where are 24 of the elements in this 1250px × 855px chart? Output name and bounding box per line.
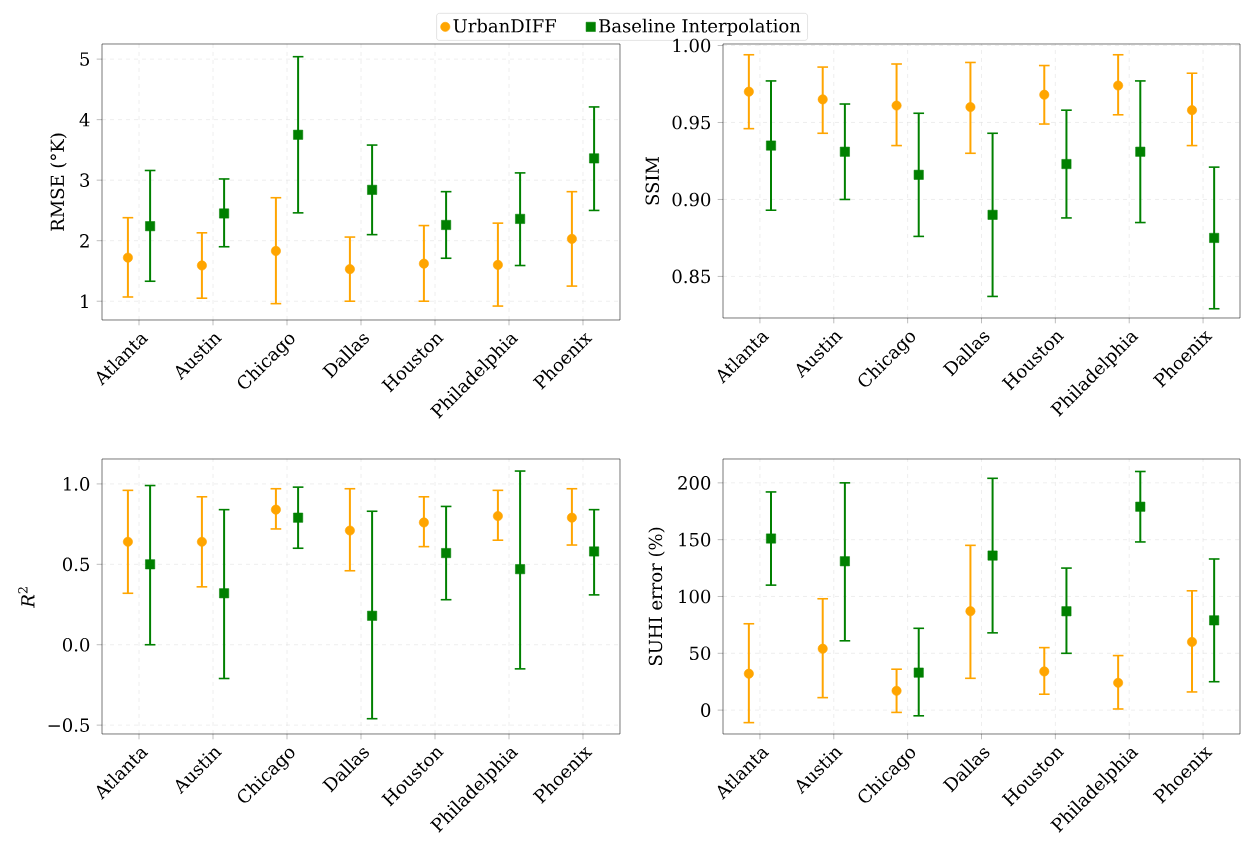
legend-label: UrbanDIFF [453,18,556,33]
y-axis-title: R$^{2}$ [18,587,35,608]
y-tick-label: 5 [80,52,90,66]
y-axis-title: SSIM [645,156,660,205]
y-tick-label: 100 [679,589,711,604]
y-axis-title: SUHI error (%) [648,527,665,666]
y-tick-label: 1.0 [63,477,90,491]
y-tick-label: 0.5 [62,557,90,572]
y-tick-label: 150 [679,532,711,547]
y-tick-label: 0.0 [62,637,90,652]
y-tick-label: 50 [690,646,711,661]
legend-label: Baseline Interpolation [599,18,801,37]
y-tick-label: 3 [80,173,90,187]
y-tick-label: 1.00 [673,38,711,53]
y-tick-label: 0.95 [672,115,711,130]
y-tick-label: −0.5 [48,718,90,732]
y-tick-label: 1 [81,294,88,308]
y-tick-label: 4 [79,112,90,127]
y-tick-label: 200 [678,476,711,490]
y-axis-title: RMSE (°K) [50,133,67,231]
y-tick-label: 0 [701,703,711,717]
y-tick-label: 2 [80,234,89,248]
y-tick-label: 0.90 [672,192,711,207]
y-tick-label: 0.85 [672,269,711,284]
